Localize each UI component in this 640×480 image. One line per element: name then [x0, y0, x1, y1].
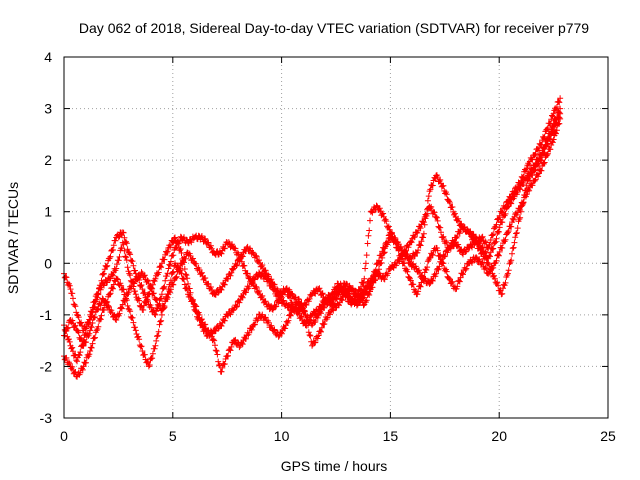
x-tick-label: 15	[383, 428, 399, 444]
y-tick-label: 4	[44, 49, 52, 65]
x-axis-label: GPS time / hours	[281, 458, 388, 474]
y-tick-label: 2	[44, 152, 52, 168]
data-point	[139, 347, 146, 354]
chart-title: Day 062 of 2018, Sidereal Day-to-day VTE…	[79, 20, 589, 36]
y-tick-label: 0	[44, 255, 52, 271]
data-points	[61, 95, 564, 380]
data-point	[185, 280, 192, 287]
data-point	[113, 317, 120, 324]
x-tick-label: 25	[600, 428, 616, 444]
y-tick-label: -3	[40, 410, 53, 426]
data-point	[67, 286, 74, 293]
data-point	[171, 234, 178, 241]
data-point	[557, 105, 564, 112]
data-point	[491, 239, 498, 246]
x-tick-label: 0	[60, 428, 68, 444]
y-tick-label: 1	[44, 204, 52, 220]
data-point	[158, 291, 165, 298]
data-point	[557, 110, 564, 117]
y-tick-label: -2	[40, 358, 53, 374]
data-point	[119, 301, 126, 308]
data-point	[87, 327, 94, 334]
plot-frame	[63, 56, 609, 419]
x-tick-label: 5	[169, 428, 177, 444]
data-point	[511, 239, 518, 246]
x-tick-label: 10	[274, 428, 290, 444]
y-tick-labels: -3 -2 -1 0 1 2 3 4	[40, 49, 53, 426]
data-point	[165, 265, 172, 272]
y-tick-label: 3	[44, 101, 52, 117]
x-tick-label: 20	[491, 428, 507, 444]
data-point	[557, 95, 564, 102]
y-axis-label: SDTVAR / TECUs	[5, 182, 21, 294]
data-point	[517, 208, 524, 215]
y-tick-label: -1	[40, 307, 53, 323]
series-track-d	[61, 110, 564, 349]
x-tick-labels: 0 5 10 15 20 25	[60, 428, 616, 444]
data-point	[145, 363, 152, 370]
data-point	[158, 311, 165, 318]
series-track-a	[61, 95, 564, 365]
data-point	[74, 358, 81, 365]
series-track-c	[61, 115, 564, 380]
data-point	[158, 306, 165, 313]
data-point	[87, 347, 94, 354]
data-point	[361, 275, 368, 282]
grid-lines	[64, 57, 608, 418]
series-trace-track-d	[61, 114, 563, 349]
data-point	[126, 249, 133, 256]
axis-ticks	[63, 56, 609, 419]
data-point	[152, 311, 159, 318]
